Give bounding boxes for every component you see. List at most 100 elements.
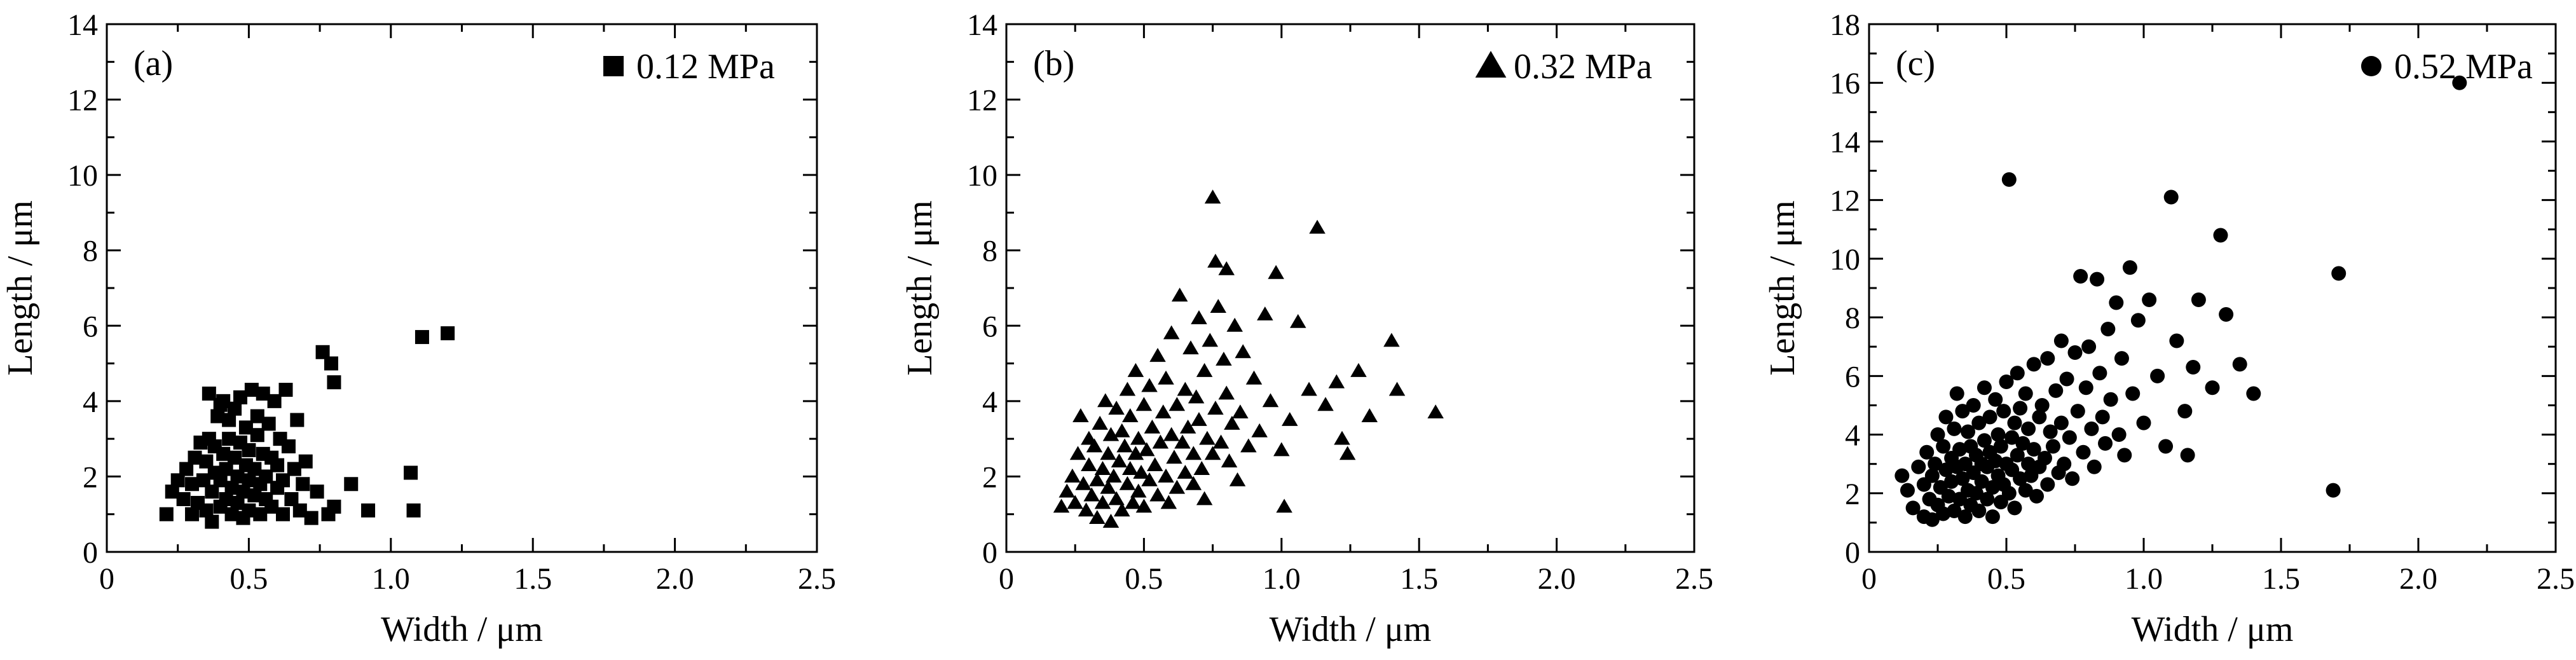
data-point: [1108, 401, 1125, 415]
y-tick-label: 0: [1845, 536, 1860, 570]
x-tick-label: 0: [1861, 562, 1877, 596]
data-point: [281, 439, 296, 453]
data-point: [1273, 442, 1290, 457]
data-point: [2037, 450, 2052, 465]
data-point: [1919, 444, 1935, 460]
data-point: [1977, 380, 1992, 395]
data-point: [1094, 495, 1111, 509]
data-point: [270, 458, 285, 472]
data-point: [2191, 292, 2206, 307]
data-point: [2150, 368, 2165, 383]
y-tick-label: 14: [1830, 125, 1860, 159]
data-point: [2026, 357, 2041, 372]
data-point: [1067, 495, 1083, 509]
x-tick-label: 1.0: [2125, 562, 2163, 596]
data-point: [2114, 351, 2129, 366]
panel-label: (a): [134, 44, 173, 83]
data-point: [2084, 421, 2099, 436]
data-point: [1179, 419, 1196, 434]
data-point: [1089, 510, 1106, 525]
plot-frame: [1005, 23, 1696, 553]
data-point: [185, 507, 200, 521]
data-point: [1221, 453, 1238, 468]
data-point: [344, 477, 359, 492]
data-point: [1262, 393, 1279, 408]
data-point: [1152, 434, 1169, 449]
legend-label: 0.32 MPa: [1514, 47, 1652, 86]
data-point: [1075, 476, 1092, 490]
data-point: [2158, 439, 2174, 454]
data-point: [1974, 474, 1989, 489]
data-point: [1135, 498, 1153, 513]
legend-marker: [2361, 56, 2381, 76]
data-point: [404, 465, 418, 480]
data-point: [256, 387, 270, 401]
data-point: [1097, 393, 1114, 408]
data-point: [1092, 415, 1108, 430]
data-point: [324, 356, 338, 371]
y-axis-title: Length / μm: [1763, 200, 1802, 376]
data-points: [1894, 75, 2467, 527]
data-point: [1114, 423, 1130, 437]
data-point: [2081, 339, 2097, 354]
data-point: [2070, 404, 2085, 419]
data-point: [1224, 415, 1240, 430]
data-point: [2246, 386, 2261, 401]
data-point: [304, 511, 319, 525]
data-point: [2232, 357, 2247, 372]
data-point: [310, 485, 324, 499]
data-point: [2331, 266, 2346, 281]
data-point: [1100, 446, 1116, 460]
data-point: [2013, 471, 2028, 486]
data-point: [1952, 442, 1968, 457]
data-point: [1122, 461, 1139, 475]
data-point: [1268, 265, 1284, 279]
data-point: [1191, 411, 1207, 426]
data-point: [1900, 483, 1915, 498]
legend-label: 0.12 MPa: [636, 47, 775, 86]
data-point: [1078, 502, 1095, 517]
data-point: [1905, 500, 1921, 516]
data-points: [159, 326, 455, 529]
y-tick-label: 8: [982, 235, 997, 268]
y-tick-label: 12: [1830, 184, 1860, 218]
data-point: [2001, 172, 2017, 187]
data-point: [261, 416, 276, 431]
data-point: [2219, 307, 2234, 322]
data-point: [1146, 457, 1163, 472]
data-point: [1251, 423, 1268, 437]
x-tick-label: 1.0: [1263, 562, 1301, 596]
data-point: [259, 469, 273, 484]
data-point: [1930, 427, 1945, 443]
y-tick-label: 12: [967, 84, 997, 118]
y-tick-label: 2: [83, 460, 98, 494]
data-point: [228, 450, 242, 465]
data-point: [222, 432, 236, 446]
data-point: [1257, 306, 1273, 320]
x-tick-label: 1.5: [2262, 562, 2300, 596]
data-point: [247, 488, 262, 503]
data-point: [1894, 468, 1910, 483]
data-point: [2086, 459, 2102, 474]
data-point: [2163, 189, 2179, 205]
data-point: [1928, 457, 1943, 472]
data-point: [1130, 430, 1147, 445]
data-point: [1177, 382, 1194, 396]
data-point: [1226, 317, 1243, 332]
data-point: [1202, 333, 1219, 347]
y-tick-label: 8: [83, 235, 98, 268]
data-point: [1328, 374, 1345, 388]
panel-b: 0 0.5 1.0 1.5 2.0 2.5 0 2 4 6 8 10 12 14 Width / μm Len…: [900, 8, 1713, 649]
data-point: [1168, 479, 1186, 494]
data-point: [1999, 375, 2014, 390]
data-point: [1072, 408, 1089, 422]
data-point: [298, 454, 313, 469]
data-point: [1199, 430, 1216, 445]
data-point: [1993, 439, 2008, 454]
panel-label: (b): [1033, 44, 1074, 83]
data-point: [1102, 514, 1120, 528]
data-point: [1125, 495, 1141, 509]
y-tick-label: 0: [982, 536, 997, 570]
data-point: [2015, 436, 2031, 451]
data-point: [1119, 476, 1136, 490]
